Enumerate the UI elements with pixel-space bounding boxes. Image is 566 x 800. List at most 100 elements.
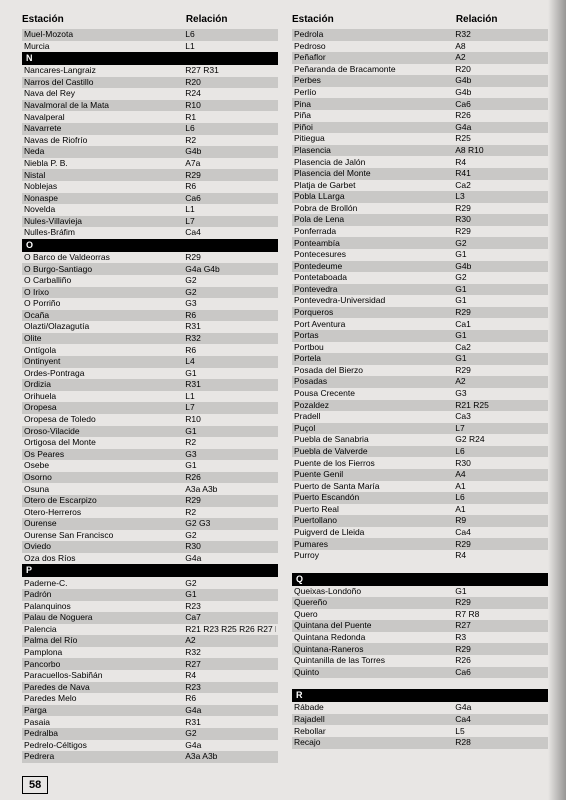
relation-cell: A1 [455, 504, 546, 515]
table-row: Queixas-LondoñoG1 [292, 586, 548, 598]
relation-cell: R20 [455, 64, 546, 75]
station-cell: Quintana Redonda [294, 632, 455, 643]
station-cell: Os Peares [24, 449, 185, 460]
relation-cell: R21 R23 R25 R26 R27 R28 [185, 624, 276, 635]
relation-cell: L7 [185, 216, 276, 227]
station-cell: Pancorbo [24, 659, 185, 670]
station-cell: Queixas-Londoño [294, 586, 455, 597]
relation-cell: R6 [185, 345, 276, 356]
relation-cell: Ca4 [185, 227, 276, 238]
relation-cell: L1 [185, 391, 276, 402]
station-cell: Piña [294, 110, 455, 121]
relation-cell: G1 [455, 249, 546, 260]
relation-cell: R29 [185, 495, 276, 506]
table-row: Nancares-LangraizR27 R31 [22, 65, 278, 77]
station-cell: Pobla LLarga [294, 191, 455, 202]
station-cell: Palau de Noguera [24, 612, 185, 623]
relation-cell: R2 [185, 507, 276, 518]
table-row: PuçolL7 [292, 423, 548, 435]
station-cell: Pradell [294, 411, 455, 422]
station-cell: O Carballiño [24, 275, 185, 286]
relation-cell: R29 [455, 597, 546, 608]
station-cell: Pedrola [294, 29, 455, 40]
station-cell: Posadas [294, 376, 455, 387]
relation-cell: A7a [185, 158, 276, 169]
relation-cell: R9 [455, 515, 546, 526]
table-row: Paderne-C.G2 [22, 577, 278, 589]
table-row: PurroyR4 [292, 550, 548, 562]
table-row: RebollarL5 [292, 725, 548, 737]
relation-cell: A2 [455, 52, 546, 63]
station-cell: Pedralba [24, 728, 185, 739]
table-row: OrdiziaR31 [22, 379, 278, 391]
table-row: OviedoR30 [22, 541, 278, 553]
table-row: PozaldezR21 R25 [292, 400, 548, 412]
column-header: Estación Relación [22, 12, 278, 29]
relation-cell: L6 [185, 123, 276, 134]
station-cell: Ourense San Francisco [24, 530, 185, 541]
table-row: PonferradaR29 [292, 226, 548, 238]
table-row: Olazti/OlazagutíaR31 [22, 321, 278, 333]
table-row: NistalR29 [22, 169, 278, 181]
section-letter: N [22, 52, 278, 65]
station-cell: Oroso-Vilacide [24, 426, 185, 437]
station-cell: Otero-Herreros [24, 507, 185, 518]
table-row: Oza dos RíosG4a [22, 553, 278, 565]
relation-cell: A4 [455, 469, 546, 480]
table-row: Puerto de Santa MaríaA1 [292, 481, 548, 493]
relation-cell: G1 [185, 460, 276, 471]
relation-cell: A8 R10 [455, 145, 546, 156]
station-cell: Portbou [294, 342, 455, 353]
station-cell: Ontinyent [24, 356, 185, 367]
station-cell: Neda [24, 146, 185, 157]
relation-cell: R31 [185, 321, 276, 332]
station-cell: Paracuellos-Sabiñán [24, 670, 185, 681]
table-row: Palma del RíoA2 [22, 635, 278, 647]
relation-cell: A2 [185, 635, 276, 646]
table-row: Quintana-RanerosR29 [292, 643, 548, 655]
station-cell: Parga [24, 705, 185, 716]
relation-cell: G4b [455, 261, 546, 272]
table-row: O Barco de ValdeorrasR29 [22, 252, 278, 264]
relation-cell: L3 [455, 191, 546, 202]
station-cell: Puertollano [294, 515, 455, 526]
table-row: PorquerosR29 [292, 307, 548, 319]
table-row: OcañaR6 [22, 310, 278, 322]
table-row: RajadellCa4 [292, 714, 548, 726]
table-row: PedralbaG2 [22, 728, 278, 740]
relation-cell: R26 [455, 655, 546, 666]
station-cell: Quero [294, 609, 455, 620]
station-cell: Ponteambía [294, 238, 455, 249]
table-row: PonteambíaG2 [292, 237, 548, 249]
relation-cell: R29 [455, 539, 546, 550]
station-cell: Novelda [24, 204, 185, 215]
relation-cell: A8 [455, 41, 546, 52]
station-cell: Navas de Riofrío [24, 135, 185, 146]
station-cell: Puerto Real [294, 504, 455, 515]
table-row: Plasencia de JalónR4 [292, 156, 548, 168]
table-row: NavalperalR1 [22, 111, 278, 123]
station-cell: Pedrera [24, 751, 185, 762]
table-row: OropesaL7 [22, 402, 278, 414]
station-cell: Ordizia [24, 379, 185, 390]
station-cell: Pedrelo-Céltigos [24, 740, 185, 751]
relation-cell: Ca6 [455, 667, 546, 678]
table-row: Puente de los FierrosR30 [292, 457, 548, 469]
table-row: MurciaL1 [22, 41, 278, 53]
station-cell: Recajo [294, 737, 455, 748]
section-letter: R [292, 689, 548, 702]
station-cell: Paredes Melo [24, 693, 185, 704]
station-cell: Portas [294, 330, 455, 341]
table-row: Puente GenilA4 [292, 469, 548, 481]
table-row: Puerto RealA1 [292, 504, 548, 516]
table-row: Otero de EscarpizoR29 [22, 495, 278, 507]
relation-cell: R2 [185, 135, 276, 146]
table-row: Posada del BierzoR29 [292, 365, 548, 377]
relation-cell: R41 [455, 168, 546, 179]
station-cell: Noblejas [24, 181, 185, 192]
table-row: PancorboR27 [22, 658, 278, 670]
table-row: Navalmoral de la MataR10 [22, 100, 278, 112]
station-cell: Ocaña [24, 310, 185, 321]
table-row: PargaG4a [22, 705, 278, 717]
table-row: PedrosoA8 [292, 41, 548, 53]
